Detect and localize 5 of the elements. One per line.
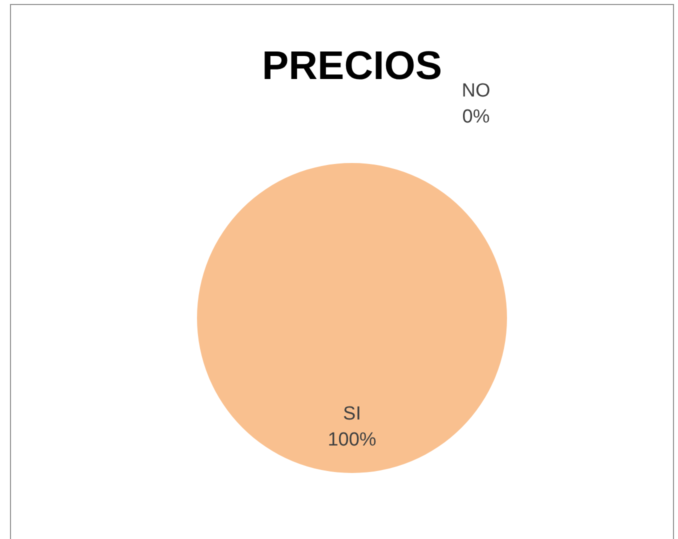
category-label: NO	[462, 80, 490, 102]
slice-label: SI	[343, 404, 361, 425]
text: 0%	[462, 106, 490, 128]
data-label: 100%	[328, 430, 376, 451]
chart-title: PRECIOS	[262, 44, 442, 88]
